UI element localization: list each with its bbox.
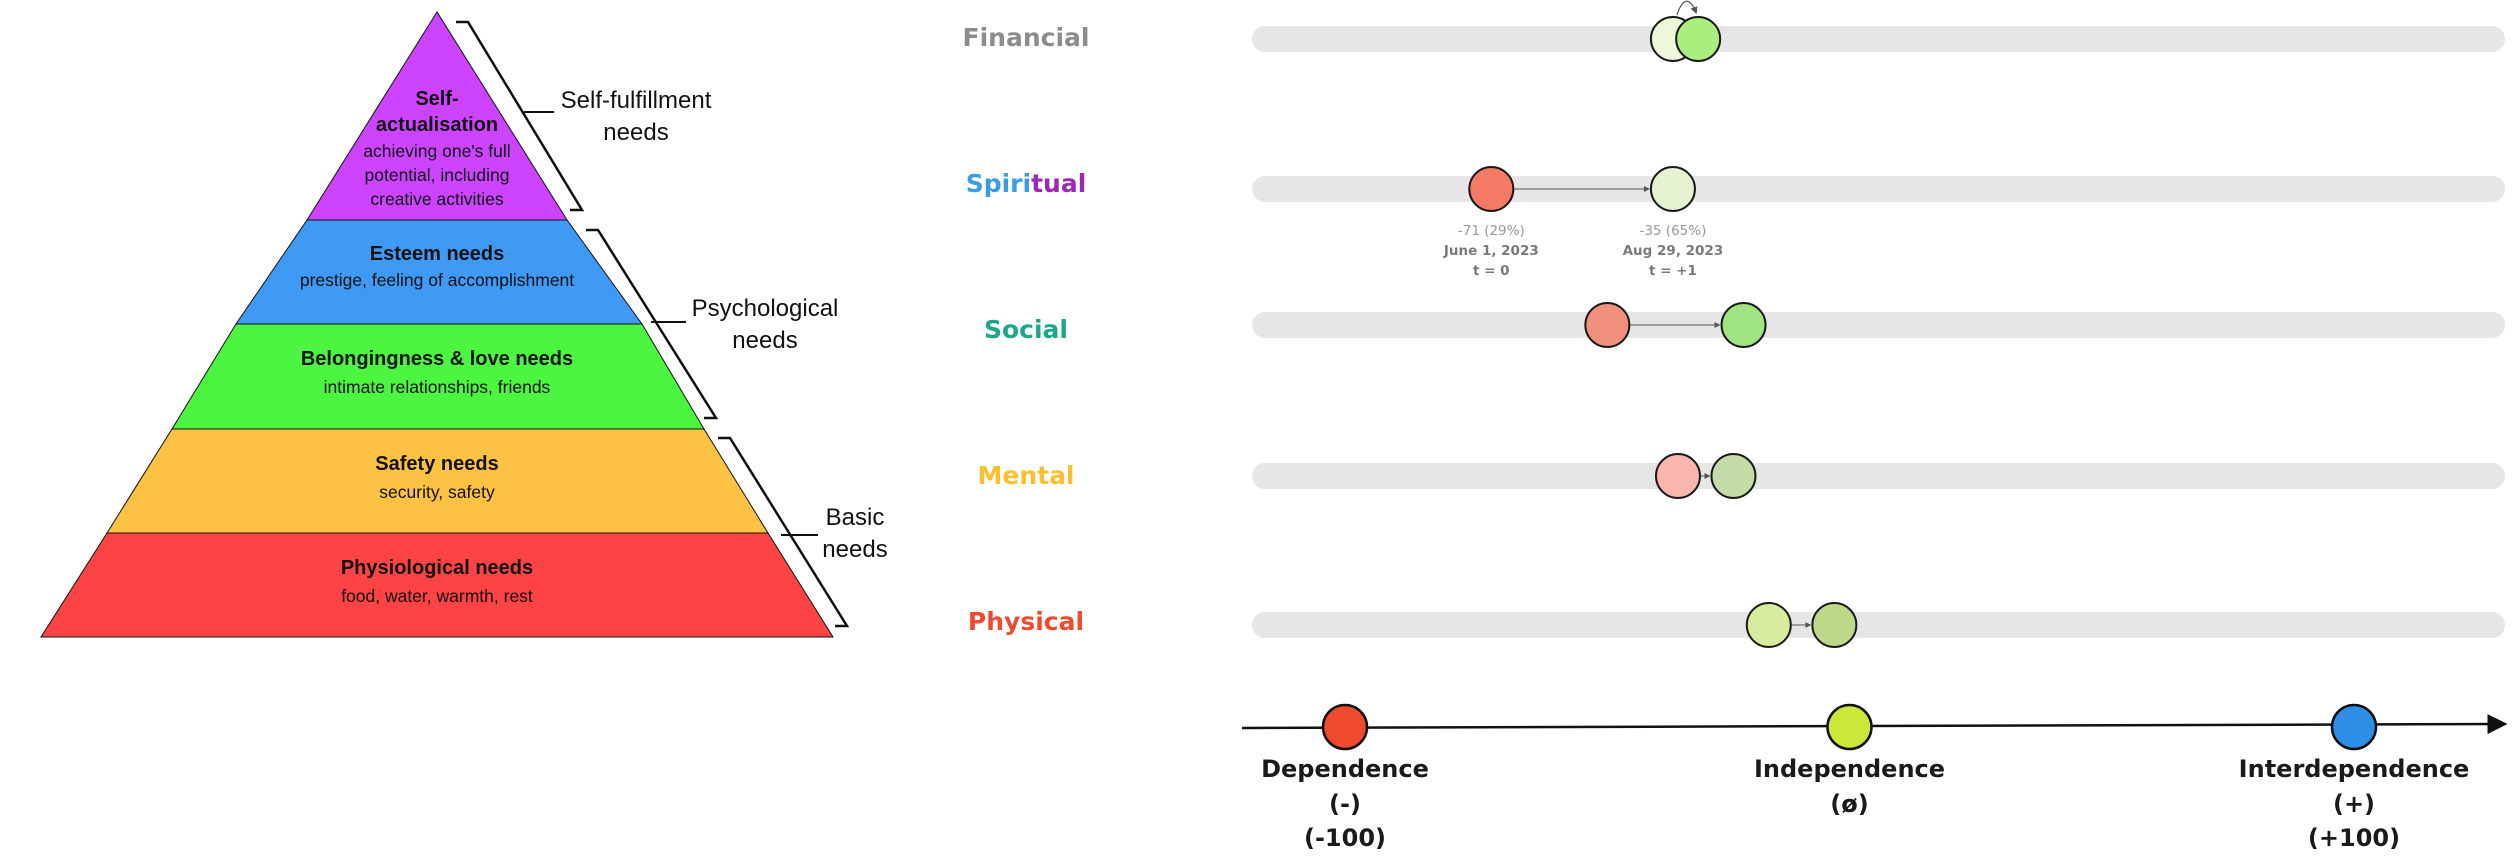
safety-title: Safety needs	[375, 453, 498, 475]
group-psychological-1: Psychological	[692, 295, 839, 322]
dimension-tracks	[1252, 0, 2505, 648]
transition-loop-financial	[1676, 0, 1698, 16]
spiritual-part-1: Spiri	[966, 169, 1031, 198]
group-psychological-2: needs	[732, 327, 797, 354]
spiritual-annotations: -71 (29%) June 1, 2023 t = 0 -35 (65%) A…	[1443, 223, 1723, 279]
axis-label-dependence: Dependence	[1261, 755, 1429, 783]
track-label-social: Social	[984, 315, 1068, 344]
esteem-desc: prestige, feeling of accomplishment	[300, 270, 574, 290]
track-bar-social	[1252, 312, 2505, 338]
axis-label-independence: Independence	[1754, 755, 1945, 783]
marker-physical-from	[1745, 602, 1792, 648]
group-self-fulfillment-1: Self-fulfillment	[561, 87, 712, 114]
axis-label-interdependence: Interdependence	[2239, 755, 2470, 783]
bracket-basic	[718, 436, 850, 628]
self-actualisation-desc-1: achieving one's full	[363, 141, 510, 161]
esteem-title: Esteem needs	[370, 243, 505, 265]
belongingness-title: Belongingness & love needs	[301, 348, 573, 370]
axis-label-dependence-symbol: (-)	[1329, 790, 1361, 818]
self-actualisation-title-2: actualisation	[376, 114, 498, 136]
axis-label-interdependence-symbol: (+)	[2333, 790, 2375, 818]
axis-line	[1241, 714, 2508, 735]
group-basic-2: needs	[822, 536, 887, 563]
annotation-end-value: -35 (65%)	[1639, 223, 1706, 239]
marker-social-from	[1584, 302, 1631, 348]
annotation-end-t: t = +1	[1649, 263, 1697, 279]
annotation-start-date: June 1, 2023	[1443, 243, 1539, 259]
annotation-start-t: t = 0	[1473, 263, 1510, 279]
physiological-desc: food, water, warmth, rest	[341, 586, 533, 606]
self-actualisation-desc-3: creative activities	[370, 189, 503, 209]
track-bar-spiritual	[1252, 176, 2505, 202]
marker-mental-from	[1654, 453, 1701, 499]
safety-desc: security, safety	[379, 482, 495, 502]
bracket-psychological	[586, 228, 719, 420]
pyramid-level-safety	[106, 428, 769, 534]
bracket-self-fulfillment	[456, 20, 585, 212]
axis-label-dependence-value: (-100)	[1304, 824, 1386, 852]
axis-label-interdependence-value: (+100)	[2308, 824, 2400, 852]
belongingness-desc: intimate relationships, friends	[324, 377, 551, 397]
axis-point-interdependence	[2330, 703, 2378, 751]
marker-spiritual-to	[1649, 166, 1696, 212]
track-label-physical: Physical	[968, 607, 1084, 636]
axis-point-dependence	[1321, 703, 1369, 751]
self-actualisation-title-1: Self-	[415, 88, 458, 110]
annotation-start-value: -71 (29%)	[1458, 223, 1525, 239]
marker-mental-to	[1710, 453, 1757, 499]
spiritual-part-2: tual	[1031, 169, 1086, 198]
group-basic-1: Basic	[826, 504, 885, 531]
pyramid-level-physiological	[40, 532, 834, 638]
track-bar-physical	[1252, 612, 2505, 638]
marker-financial-to	[1675, 16, 1722, 62]
marker-social-to	[1720, 302, 1767, 348]
track-label-spiritual: Spiritual	[966, 169, 1087, 198]
annotation-end-date: Aug 29, 2023	[1623, 243, 1724, 259]
track-label-mental: Mental	[977, 461, 1074, 490]
axis-label-independence-symbol: (ø)	[1830, 790, 1868, 818]
track-label-financial: Financial	[963, 23, 1090, 52]
track-bar-financial	[1252, 26, 2505, 52]
self-actualisation-desc-2: potential, including	[365, 165, 510, 185]
needs-pyramid: Self- actualisation achieving one's full…	[40, 11, 888, 638]
marker-physical-to	[1811, 602, 1858, 648]
physiological-title: Physiological needs	[341, 557, 533, 579]
dependence-axis: Dependence (-) (-100) Independence (ø) I…	[1241, 703, 2508, 852]
track-bar-mental	[1252, 463, 2505, 489]
axis-point-independence	[1826, 703, 1873, 751]
marker-spiritual-from	[1468, 166, 1515, 212]
group-self-fulfillment-2: needs	[603, 119, 668, 146]
